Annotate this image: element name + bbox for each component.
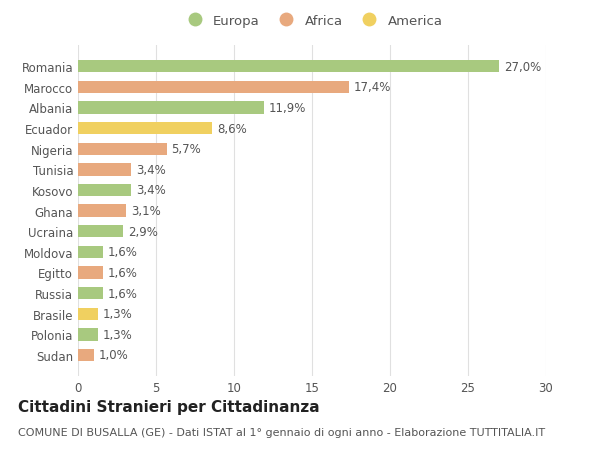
Bar bbox=[78, 329, 98, 341]
Text: 1,6%: 1,6% bbox=[107, 287, 137, 300]
Text: 5,7%: 5,7% bbox=[172, 143, 202, 156]
Text: 1,6%: 1,6% bbox=[107, 266, 137, 280]
Bar bbox=[78, 205, 127, 217]
Text: 3,4%: 3,4% bbox=[136, 184, 166, 197]
Bar bbox=[78, 123, 212, 135]
Bar bbox=[78, 349, 94, 361]
Text: 1,0%: 1,0% bbox=[98, 349, 128, 362]
Bar bbox=[78, 82, 349, 94]
Text: 2,9%: 2,9% bbox=[128, 225, 158, 238]
Legend: Europa, Africa, America: Europa, Africa, America bbox=[176, 9, 448, 33]
Bar bbox=[78, 102, 263, 114]
Text: 3,4%: 3,4% bbox=[136, 163, 166, 176]
Text: Cittadini Stranieri per Cittadinanza: Cittadini Stranieri per Cittadinanza bbox=[18, 399, 320, 414]
Bar bbox=[78, 287, 103, 300]
Bar bbox=[78, 267, 103, 279]
Text: COMUNE DI BUSALLA (GE) - Dati ISTAT al 1° gennaio di ogni anno - Elaborazione TU: COMUNE DI BUSALLA (GE) - Dati ISTAT al 1… bbox=[18, 427, 545, 437]
Bar bbox=[78, 143, 167, 156]
Bar bbox=[78, 61, 499, 73]
Text: 8,6%: 8,6% bbox=[217, 123, 247, 135]
Text: 1,3%: 1,3% bbox=[103, 328, 133, 341]
Text: 17,4%: 17,4% bbox=[354, 81, 391, 94]
Bar bbox=[78, 225, 123, 238]
Text: 1,6%: 1,6% bbox=[107, 246, 137, 259]
Text: 27,0%: 27,0% bbox=[504, 61, 541, 73]
Text: 1,3%: 1,3% bbox=[103, 308, 133, 320]
Bar bbox=[78, 308, 98, 320]
Text: 3,1%: 3,1% bbox=[131, 205, 161, 218]
Text: 11,9%: 11,9% bbox=[268, 102, 305, 115]
Bar bbox=[78, 185, 131, 197]
Bar bbox=[78, 164, 131, 176]
Bar bbox=[78, 246, 103, 258]
